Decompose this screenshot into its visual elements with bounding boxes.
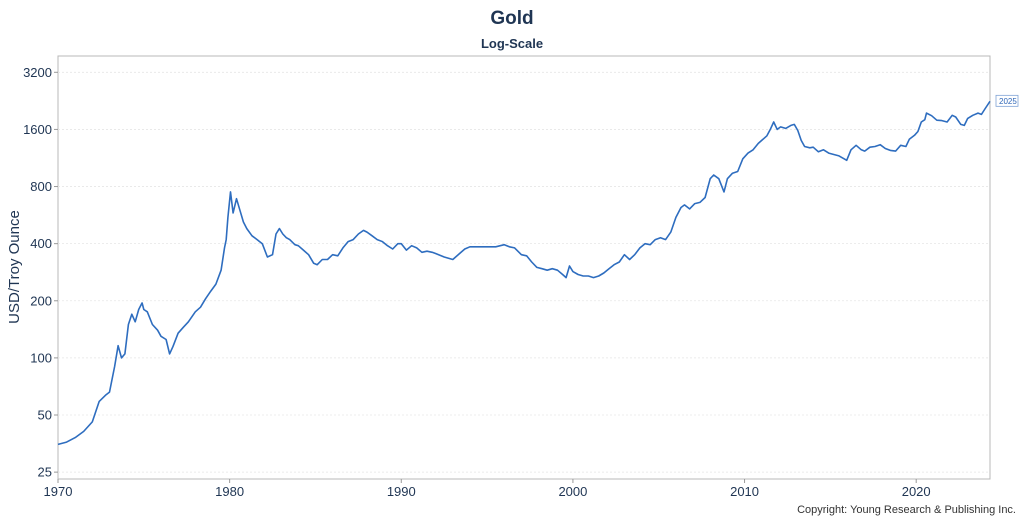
y-tick-label: 1600 <box>23 122 52 137</box>
x-tick-label: 2020 <box>902 484 931 499</box>
end-label: 2025 <box>995 94 1019 107</box>
y-axis-ticks: 25 50 100 200 400 800 1600 3200 <box>23 65 58 480</box>
plot-frame <box>57 55 991 480</box>
y-axis-label: USD/Troy Ounce <box>6 210 23 324</box>
chart-subtitle: Log-Scale <box>481 36 543 51</box>
x-tick-label: 1980 <box>215 484 244 499</box>
x-axis-ticks: 1970 1980 1990 2000 2010 2020 <box>44 479 931 499</box>
y-tick-label: 100 <box>30 350 52 365</box>
end-label-box <box>995 94 1019 107</box>
y-tick-label: 200 <box>30 293 52 308</box>
end-label-text: 2025 <box>999 97 1017 106</box>
y-tick-label: 3200 <box>23 65 52 80</box>
grid-lines <box>58 71 990 473</box>
chart-title: Gold <box>490 8 533 29</box>
x-tick-label: 1990 <box>387 484 416 499</box>
x-tick-label: 2010 <box>730 484 759 499</box>
copyright-text: Copyright: Young Research & Publishing I… <box>797 504 1016 516</box>
gold-price-line <box>57 100 991 446</box>
x-tick-label: 1970 <box>44 484 73 499</box>
y-tick-label: 25 <box>38 465 52 480</box>
x-tick-label: 2000 <box>558 484 587 499</box>
y-tick-label: 400 <box>30 236 52 251</box>
y-tick-label: 800 <box>30 179 52 194</box>
y-tick-label: 50 <box>38 408 52 423</box>
